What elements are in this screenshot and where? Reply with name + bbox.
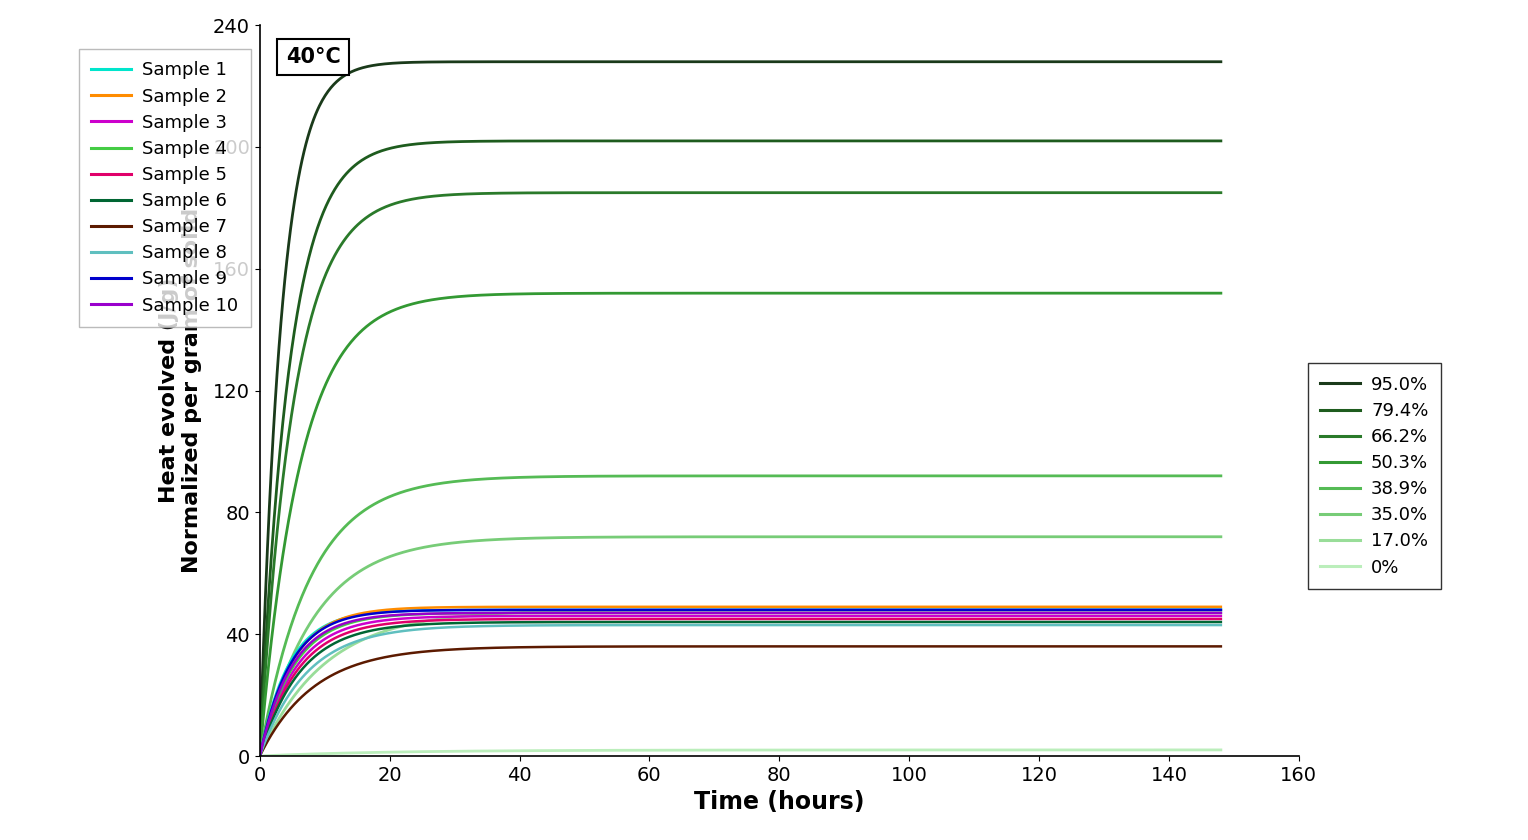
Legend: 95.0%, 79.4%, 66.2%, 50.3%, 38.9%, 35.0%, 17.0%, 0%: 95.0%, 79.4%, 66.2%, 50.3%, 38.9%, 35.0%… <box>1308 363 1441 589</box>
X-axis label: Time (hours): Time (hours) <box>694 790 865 814</box>
Text: 40°C: 40°C <box>286 47 341 67</box>
Y-axis label: Heat evolved (J/g)
Normalized per gram of solid: Heat evolved (J/g) Normalized per gram o… <box>159 208 202 573</box>
